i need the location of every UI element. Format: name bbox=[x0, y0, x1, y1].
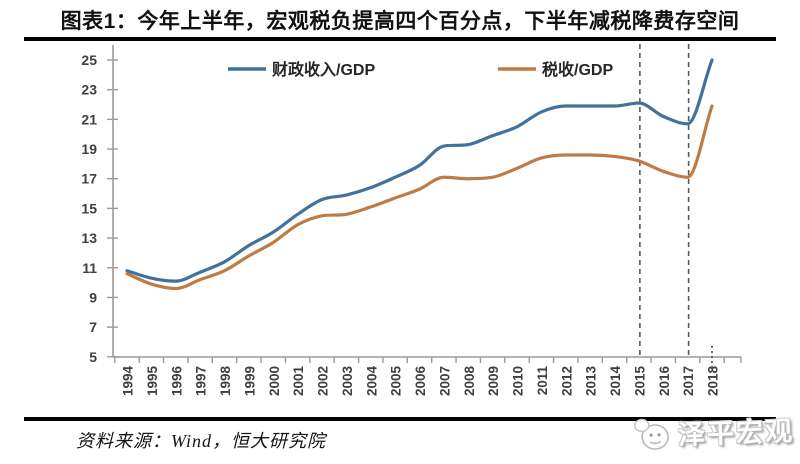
y-axis-label: 17 bbox=[81, 171, 97, 187]
x-axis-label: 2008 bbox=[462, 366, 477, 397]
x-axis-label: 2002 bbox=[316, 366, 331, 396]
x-axis-label: 2009 bbox=[486, 366, 501, 396]
y-axis-label: 21 bbox=[81, 111, 97, 127]
legend-label-0: 财政收入/GDP bbox=[271, 60, 375, 79]
y-axis-label: 25 bbox=[81, 52, 97, 68]
x-axis-label: 2010 bbox=[511, 366, 526, 396]
y-axis-label: 15 bbox=[81, 200, 97, 216]
legend-label-1: 税收/GDP bbox=[542, 60, 613, 79]
x-axis-label: 2000 bbox=[267, 366, 282, 396]
x-axis-label: 1998 bbox=[218, 366, 233, 397]
x-axis-label: 1999 bbox=[242, 366, 257, 396]
x-axis-label: 2005 bbox=[389, 366, 404, 397]
x-axis-label: 2003 bbox=[340, 366, 355, 397]
footer-divider bbox=[24, 417, 776, 421]
x-axis-label: 2013 bbox=[584, 366, 599, 397]
x-axis-label: 2012 bbox=[559, 366, 574, 396]
series-line-0 bbox=[125, 58, 714, 283]
x-axis-label: 1996 bbox=[169, 366, 184, 397]
y-axis-label: 13 bbox=[81, 230, 97, 246]
x-axis-label: 2016 bbox=[657, 366, 672, 397]
x-axis-label: 2017 bbox=[681, 366, 696, 396]
y-axis-label: 23 bbox=[81, 82, 97, 98]
y-axis-label: 9 bbox=[89, 289, 97, 305]
x-axis-label: 1997 bbox=[194, 366, 209, 396]
title-divider bbox=[24, 37, 776, 41]
y-axis-label: 5 bbox=[89, 349, 97, 365]
x-axis-label: 2001 bbox=[291, 366, 306, 397]
y-axis-label: 11 bbox=[82, 260, 97, 276]
x-axis-label: 2007 bbox=[437, 366, 452, 396]
source-note: 资料来源：Wind，恒大研究院 bbox=[76, 431, 327, 451]
watermark-label: 泽平宏观 bbox=[677, 416, 795, 451]
x-axis-label: 2006 bbox=[413, 366, 428, 397]
y-axis-label: 19 bbox=[81, 141, 97, 157]
x-axis-label: 1995 bbox=[145, 366, 160, 397]
x-axis-label: 2014 bbox=[608, 366, 623, 397]
x-axis-label: 2015 bbox=[632, 366, 647, 397]
x-axis-label: 2011 bbox=[535, 366, 550, 396]
x-axis-label: 2004 bbox=[364, 366, 379, 397]
x-axis-label: 2018 bbox=[706, 366, 721, 397]
watermark: 泽平宏观 bbox=[630, 409, 795, 454]
wechat-face-icon bbox=[634, 418, 669, 450]
chart-title: 图表1：今年上半年，宏观税负提高四个百分点，下半年减税降费存空间 bbox=[60, 10, 740, 33]
x-axis-label: 1994 bbox=[121, 366, 136, 397]
series-line-1 bbox=[125, 104, 714, 291]
y-axis-label: 7 bbox=[89, 319, 97, 335]
